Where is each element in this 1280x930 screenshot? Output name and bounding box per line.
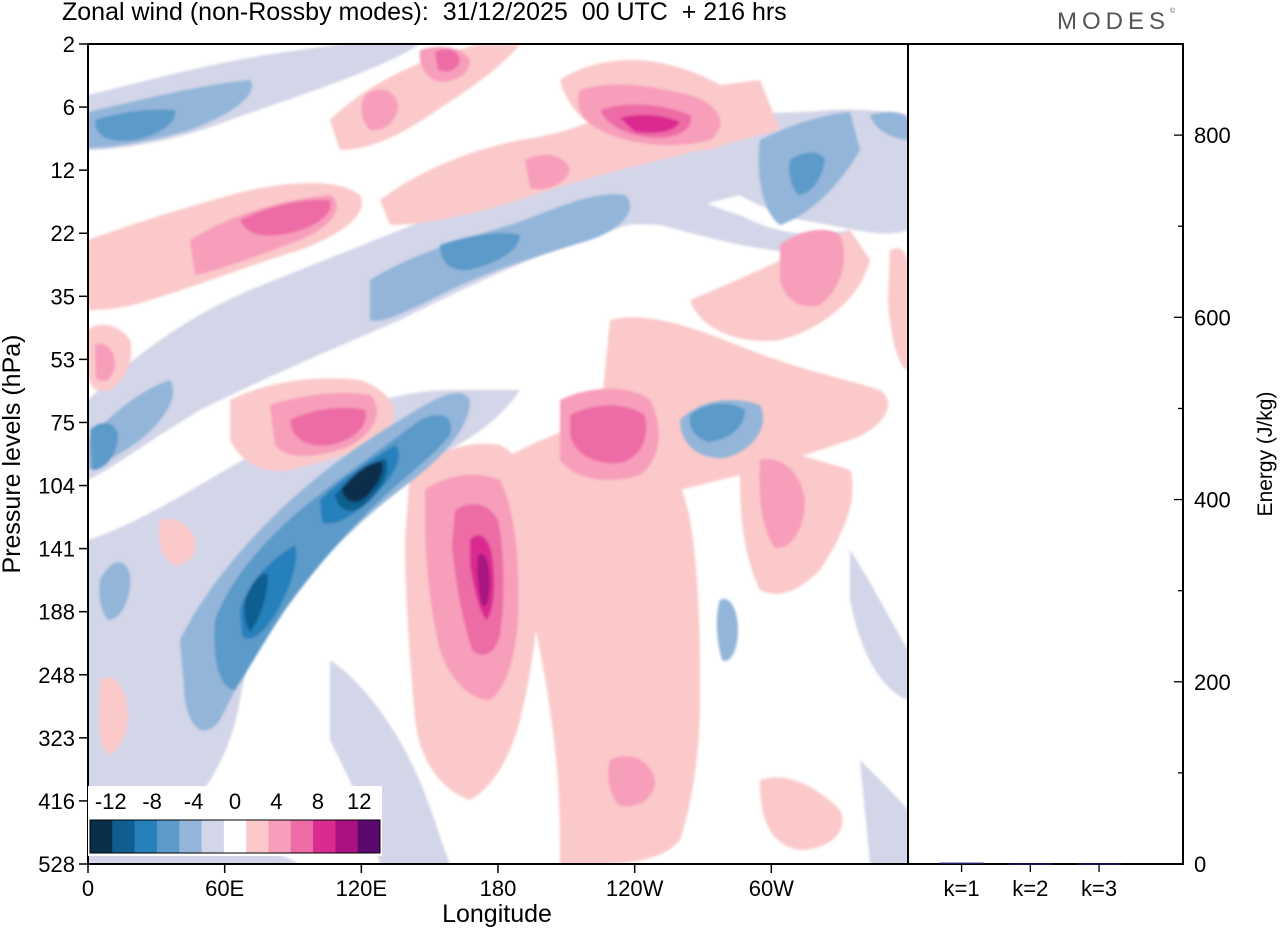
colorbar-swatch bbox=[268, 820, 292, 853]
energy-bar-k1 bbox=[939, 862, 984, 865]
energy-category-label: k=3 bbox=[1081, 876, 1117, 901]
longitude-axis: 0 60E 120E 180 120W 60W bbox=[82, 864, 794, 901]
colorbar-label: 0 bbox=[229, 789, 241, 814]
pressure-tick-label: 6 bbox=[63, 95, 75, 120]
pressure-tick-label: 528 bbox=[38, 852, 75, 877]
colorbar-swatch bbox=[223, 820, 247, 853]
x-axis-label: Longitude bbox=[442, 900, 552, 928]
pressure-tick-label: 188 bbox=[38, 600, 75, 625]
energy-bars: k=1 k=2 k=3 bbox=[939, 862, 1122, 901]
colorbar-swatch bbox=[313, 820, 336, 853]
energy-tick-label: 800 bbox=[1194, 123, 1231, 148]
longitude-tick-label: 180 bbox=[480, 876, 517, 901]
longitude-tick-label: 0 bbox=[82, 876, 94, 901]
longitude-tick-label: 120W bbox=[606, 876, 664, 901]
pressure-tick-label: 22 bbox=[51, 221, 75, 246]
colorbar-label: 8 bbox=[312, 789, 324, 814]
colorbar-swatch bbox=[179, 820, 203, 853]
energy-tick-label: 600 bbox=[1194, 305, 1231, 330]
colorbar-swatch bbox=[112, 820, 136, 853]
longitude-tick-label: 60W bbox=[749, 876, 794, 901]
colorbar-swatch bbox=[134, 820, 158, 853]
pressure-tick-label: 53 bbox=[51, 347, 75, 372]
logo-text: MODES bbox=[1057, 8, 1171, 35]
modes-logo: MODES© bbox=[1057, 8, 1175, 36]
pressure-tick-label: 104 bbox=[38, 474, 75, 499]
pressure-tick-label: 75 bbox=[51, 410, 75, 435]
longitude-tick-label: 120E bbox=[336, 876, 387, 901]
energy-axis-label: Energy (J/kg) bbox=[1254, 392, 1277, 517]
pressure-tick-label: 416 bbox=[38, 789, 75, 814]
pressure-tick-label: 12 bbox=[51, 158, 75, 183]
energy-category-label: k=1 bbox=[944, 876, 980, 901]
colorbar-swatch bbox=[246, 820, 269, 853]
colorbar-label: -8 bbox=[142, 789, 162, 814]
energy-tick-label: 200 bbox=[1194, 670, 1231, 695]
pressure-axis: 2 6 12 22 35 53 75 104 141 188 248 323 416 528 bbox=[38, 32, 88, 877]
energy-axis: 0 200 400 600 800 bbox=[1174, 43, 1231, 877]
y-axis-label: Pressure levels (hPa) bbox=[0, 335, 26, 574]
colorbar-label: 4 bbox=[270, 789, 282, 814]
pressure-tick-label: 248 bbox=[38, 663, 75, 688]
pressure-tick-label: 323 bbox=[38, 726, 75, 751]
colorbar-border bbox=[89, 819, 381, 854]
colorbar-swatch bbox=[335, 820, 359, 853]
pressure-tick-label: 35 bbox=[51, 284, 75, 309]
colorbar-swatch bbox=[156, 820, 180, 853]
energy-category-label: k=2 bbox=[1012, 876, 1048, 901]
colorbar-swatch bbox=[357, 820, 381, 853]
colorbar-swatch bbox=[90, 820, 113, 853]
pressure-tick-label: 2 bbox=[63, 32, 75, 57]
energy-tick-label: 400 bbox=[1194, 488, 1231, 513]
colorbar-swatch bbox=[290, 820, 314, 853]
colorbar-label: 12 bbox=[347, 789, 371, 814]
logo-mark: © bbox=[1170, 8, 1176, 15]
longitude-tick-label: 60E bbox=[205, 876, 244, 901]
energy-tick-label: 0 bbox=[1194, 852, 1206, 877]
colorbar-swatch bbox=[201, 820, 225, 853]
wind-field bbox=[88, 44, 908, 864]
energy-frame bbox=[907, 43, 1184, 865]
colorbar-label: -12 bbox=[95, 789, 127, 814]
pressure-tick-label: 141 bbox=[38, 537, 75, 562]
chart-title: Zonal wind (non-Rossby modes): 31/12/202… bbox=[62, 0, 787, 26]
colorbar-label: -4 bbox=[184, 789, 204, 814]
colorbar: -12 -8 -4 0 4 8 12 bbox=[88, 786, 382, 856]
